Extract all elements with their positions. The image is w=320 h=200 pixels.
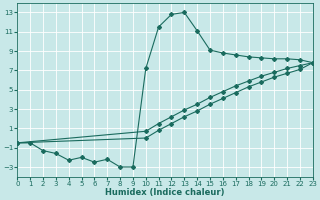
- X-axis label: Humidex (Indice chaleur): Humidex (Indice chaleur): [105, 188, 225, 197]
